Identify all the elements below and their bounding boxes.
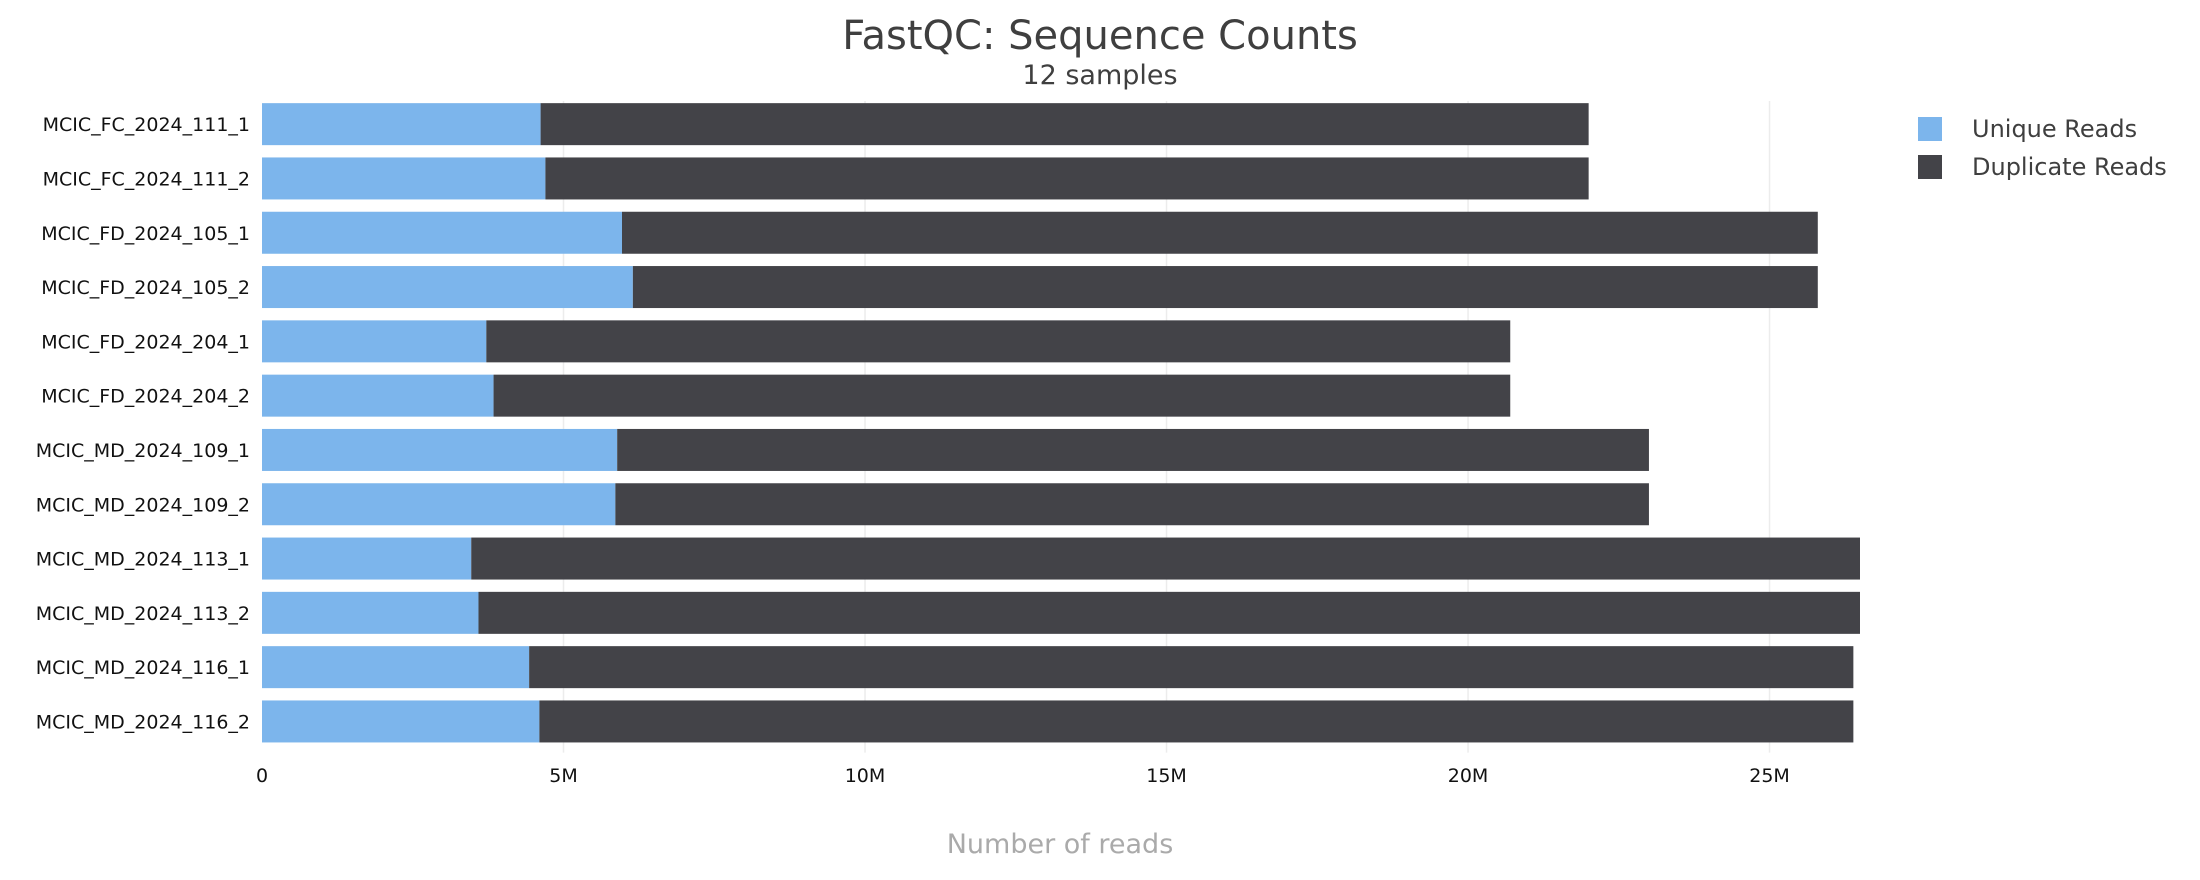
duplicate-reads-bar[interactable] [632, 266, 1818, 309]
bars [262, 103, 1860, 743]
unique-reads-bar[interactable] [262, 157, 546, 200]
chart-subtitle: 12 samples [1022, 60, 1177, 91]
duplicate-reads-bar[interactable] [622, 211, 1818, 254]
sample-label: MCIC_MD_2024_116_1 [36, 657, 250, 679]
x-axis-labels: 0 5M 10M 15M 20M 25M [256, 765, 1790, 787]
unique-reads-bar[interactable] [262, 591, 479, 634]
sample-label: MCIC_FD_2024_105_1 [41, 223, 250, 245]
sample-label: MCIC_MD_2024_113_1 [36, 549, 250, 571]
legend-item-unique-reads[interactable]: Unique Reads [1918, 115, 2137, 143]
x-tick-label: 5M [549, 765, 577, 787]
unique-reads-bar[interactable] [262, 537, 472, 580]
legend[interactable]: Unique Reads Duplicate Reads [1918, 115, 2167, 181]
duplicate-reads-bar[interactable] [529, 646, 1854, 689]
duplicate-reads-bar[interactable] [486, 320, 1511, 363]
legend-swatch [1918, 155, 1942, 179]
unique-reads-bar[interactable] [262, 646, 530, 689]
x-tick-label: 20M [1448, 765, 1489, 787]
x-tick-label: 25M [1749, 765, 1790, 787]
x-tick-label: 15M [1146, 765, 1187, 787]
duplicate-reads-bar[interactable] [545, 157, 1589, 200]
sample-label: MCIC_FD_2024_204_1 [41, 331, 250, 353]
x-tick-label: 10M [845, 765, 886, 787]
legend-item-duplicate-reads[interactable]: Duplicate Reads [1918, 153, 2167, 181]
unique-reads-bar[interactable] [262, 483, 616, 526]
unique-reads-bar[interactable] [262, 374, 494, 417]
unique-reads-bar[interactable] [262, 266, 633, 309]
legend-label: Unique Reads [1972, 115, 2137, 143]
y-axis-labels: MCIC_FC_2024_111_1 MCIC_FC_2024_111_2 MCIC… [36, 114, 250, 733]
duplicate-reads-bar[interactable] [478, 591, 1860, 634]
unique-reads-bar[interactable] [262, 103, 541, 146]
sample-label: MCIC_FD_2024_204_2 [41, 386, 250, 408]
chart-title: FastQC: Sequence Counts [842, 13, 1358, 59]
x-tick-label: 0 [256, 765, 268, 787]
unique-reads-bar[interactable] [262, 428, 618, 471]
sample-label: MCIC_FD_2024_105_2 [41, 277, 250, 299]
grid-lines [562, 101, 1771, 753]
duplicate-reads-bar[interactable] [540, 103, 1589, 146]
duplicate-reads-bar[interactable] [539, 700, 1854, 743]
legend-swatch [1918, 117, 1942, 141]
duplicate-reads-bar[interactable] [615, 483, 1649, 526]
duplicate-reads-bar[interactable] [493, 374, 1511, 417]
duplicate-reads-bar[interactable] [471, 537, 1860, 580]
duplicate-reads-bar[interactable] [617, 428, 1649, 471]
sample-label: MCIC_MD_2024_116_2 [36, 711, 250, 733]
sample-label: MCIC_MD_2024_109_1 [36, 440, 250, 462]
unique-reads-bar[interactable] [262, 700, 540, 743]
sample-label: MCIC_FC_2024_111_1 [43, 114, 250, 136]
unique-reads-bar[interactable] [262, 211, 623, 254]
unique-reads-bar[interactable] [262, 320, 487, 363]
legend-label: Duplicate Reads [1972, 153, 2167, 181]
sample-label: MCIC_FC_2024_111_2 [43, 168, 250, 190]
sample-label: MCIC_MD_2024_113_2 [36, 603, 250, 625]
sample-label: MCIC_MD_2024_109_2 [36, 494, 250, 516]
x-axis-title: Number of reads [947, 829, 1174, 860]
